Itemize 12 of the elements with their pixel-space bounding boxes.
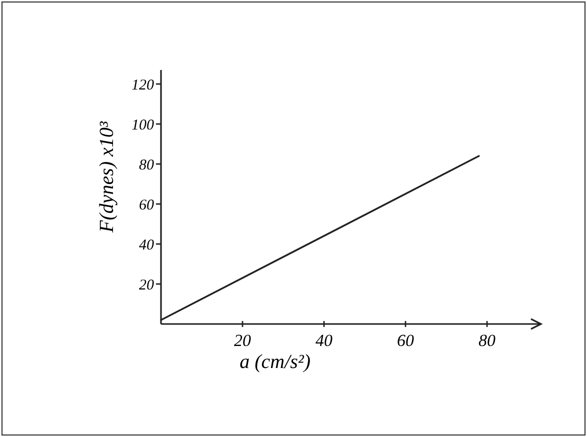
y-tick-label: 40 [139, 237, 154, 254]
x-axis-title: a (cm/s²) [240, 351, 311, 373]
x-tick-label: 20 [234, 331, 252, 350]
y-tick-label: 120 [132, 77, 154, 94]
x-tick-label: 60 [397, 331, 415, 350]
y-axis-title: F(dynes) x10³ [96, 120, 118, 234]
x-tick-label: 80 [478, 331, 496, 350]
y-tick-label: 80 [139, 157, 154, 174]
y-tick-label: 100 [132, 117, 154, 134]
x-tick-label: 40 [316, 331, 334, 350]
y-tick-label: 60 [139, 197, 154, 214]
y-tick-label: 20 [139, 277, 154, 294]
